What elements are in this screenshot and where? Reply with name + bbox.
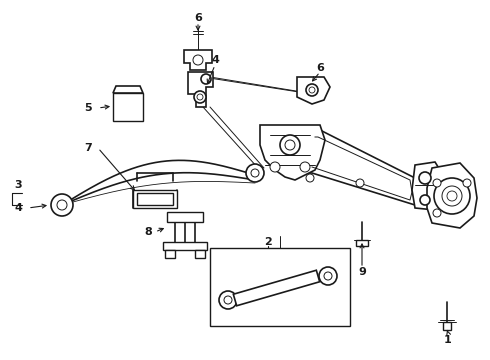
Text: 4: 4 xyxy=(211,55,219,65)
Text: 7: 7 xyxy=(84,143,92,153)
Circle shape xyxy=(420,195,430,205)
Text: 3: 3 xyxy=(14,180,22,190)
Bar xyxy=(195,250,205,258)
Text: 6: 6 xyxy=(194,13,202,23)
Circle shape xyxy=(270,162,280,172)
Circle shape xyxy=(219,291,237,309)
Circle shape xyxy=(300,162,310,172)
Bar xyxy=(356,240,368,246)
Bar xyxy=(210,248,350,326)
Polygon shape xyxy=(412,162,440,210)
Bar xyxy=(167,212,203,222)
Bar xyxy=(443,322,451,330)
Text: 1: 1 xyxy=(444,335,452,345)
Bar xyxy=(137,193,173,205)
Circle shape xyxy=(194,91,206,103)
Circle shape xyxy=(280,135,300,155)
Polygon shape xyxy=(188,72,213,107)
Polygon shape xyxy=(427,163,477,228)
Circle shape xyxy=(419,172,431,184)
Text: 6: 6 xyxy=(316,63,324,73)
Circle shape xyxy=(463,179,471,187)
Bar xyxy=(113,93,143,121)
Circle shape xyxy=(319,267,337,285)
Circle shape xyxy=(434,178,470,214)
Bar xyxy=(163,242,207,250)
Circle shape xyxy=(306,84,318,96)
Circle shape xyxy=(433,209,441,217)
Circle shape xyxy=(356,179,364,187)
Bar xyxy=(133,190,177,208)
Text: 4: 4 xyxy=(14,203,22,213)
Text: 8: 8 xyxy=(144,227,152,237)
Polygon shape xyxy=(307,130,418,205)
Text: 5: 5 xyxy=(84,103,92,113)
Polygon shape xyxy=(260,125,325,180)
Text: 9: 9 xyxy=(358,267,366,277)
Polygon shape xyxy=(233,270,319,306)
Circle shape xyxy=(433,179,441,187)
Circle shape xyxy=(51,194,73,216)
Circle shape xyxy=(246,164,264,182)
Text: 2: 2 xyxy=(264,237,272,247)
Polygon shape xyxy=(113,86,143,93)
Polygon shape xyxy=(297,77,330,104)
Polygon shape xyxy=(184,50,212,70)
Bar xyxy=(165,250,175,258)
Circle shape xyxy=(193,55,203,65)
Circle shape xyxy=(306,174,314,182)
Circle shape xyxy=(201,74,211,84)
